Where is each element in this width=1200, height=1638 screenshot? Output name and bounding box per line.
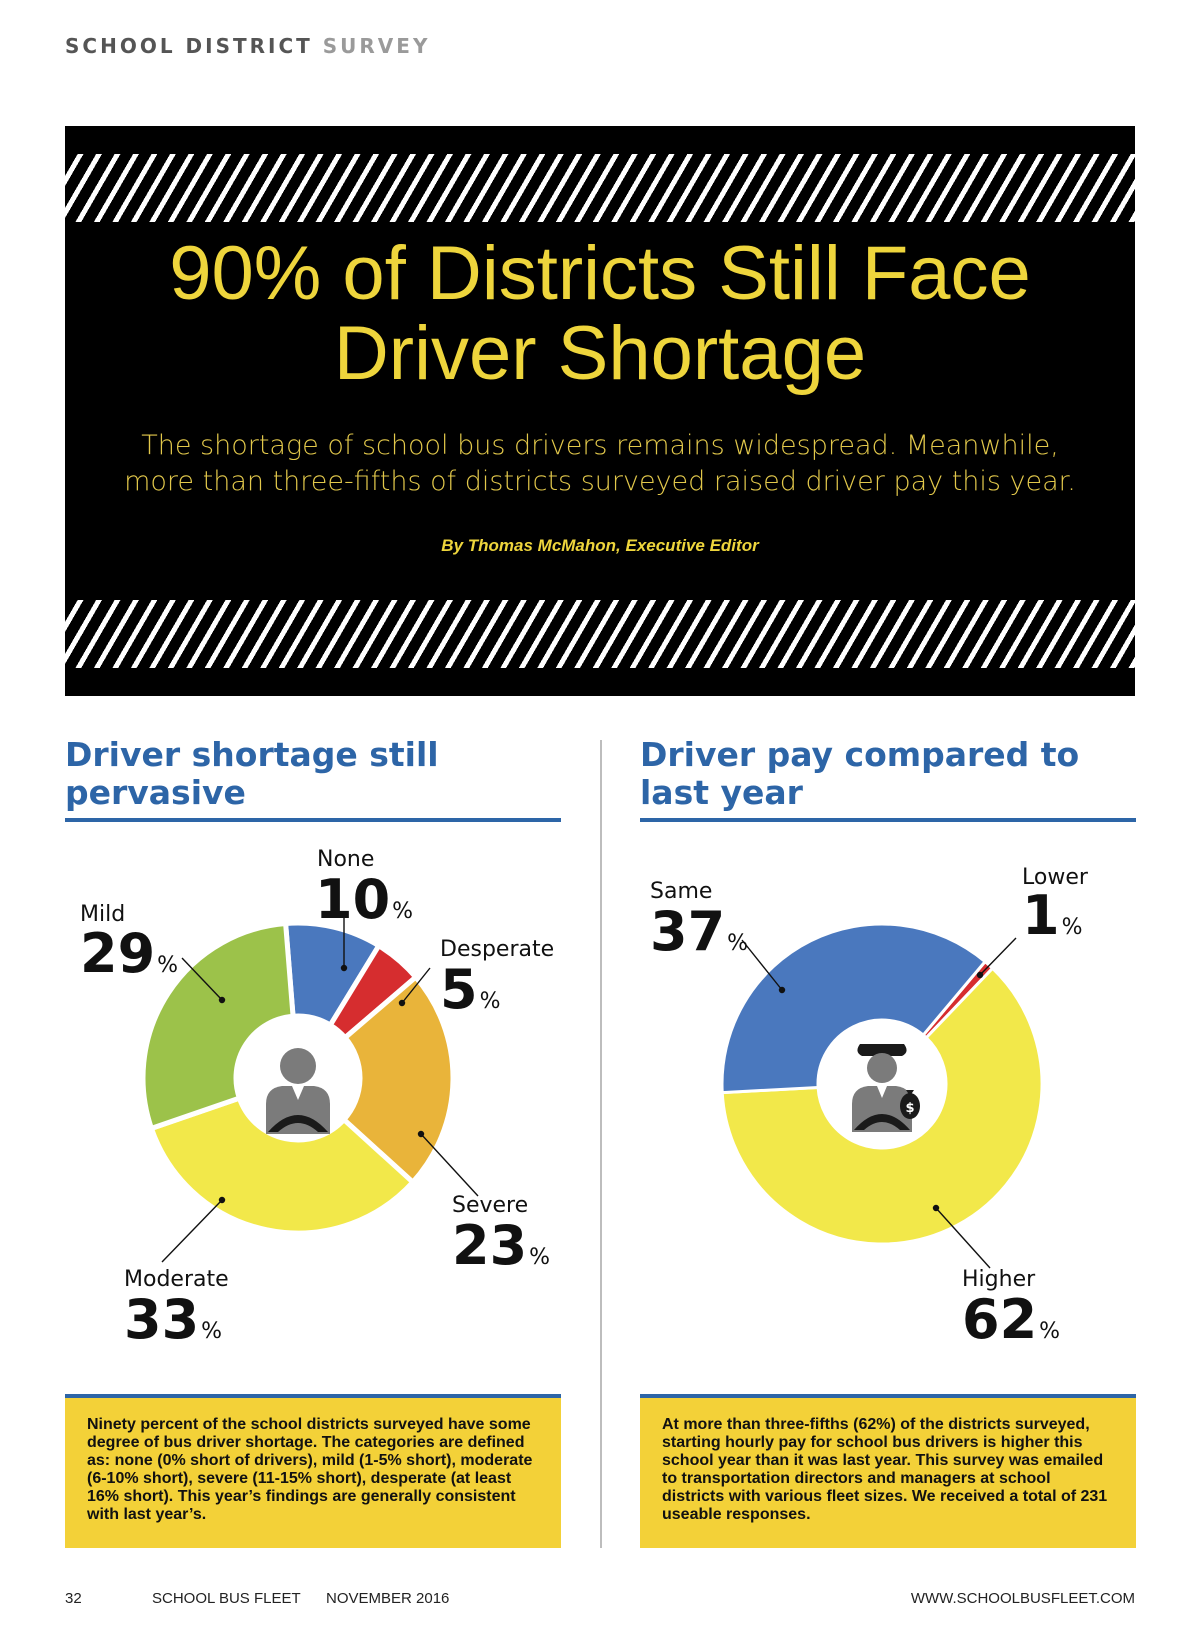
unit-none: % xyxy=(392,899,413,924)
label-moderate: Moderate 33% xyxy=(124,1267,229,1351)
headline-line1: 90% of Districts Still Face xyxy=(169,231,1031,316)
byline: By Thomas McMahon, Executive Editor xyxy=(441,536,759,555)
label-desperate-value: 5% xyxy=(440,958,500,1021)
unit-moderate: % xyxy=(201,1319,222,1344)
footer-issue: NOVEMBER 2016 xyxy=(326,1590,450,1607)
slice-moderate xyxy=(148,1094,417,1236)
label-mild-name: Mild xyxy=(80,902,125,927)
label-same: Same 37% xyxy=(650,879,748,963)
note-shortage: Ninety percent of the school districts s… xyxy=(65,1394,561,1548)
footer-website: WWW.SCHOOLBUSFLEET.COM xyxy=(910,1590,1135,1607)
driver-icon xyxy=(266,1048,330,1134)
footer-page-number: 32 xyxy=(65,1590,82,1607)
leader-lines-pay xyxy=(741,937,1017,1269)
value-higher: 62 xyxy=(962,1288,1037,1351)
slice-mild xyxy=(140,920,296,1132)
label-severe-name: Severe xyxy=(452,1193,528,1218)
footer-publication: SCHOOL BUS FLEET xyxy=(152,1590,301,1607)
label-none-name: None xyxy=(317,847,374,872)
value-mild: 29 xyxy=(80,922,155,985)
section-label: SCHOOL DISTRICT SURVEY xyxy=(65,34,430,58)
donut-chart-shortage xyxy=(140,920,456,1236)
label-lower: Lower 1% xyxy=(1022,865,1089,947)
label-same-value: 37% xyxy=(650,900,748,963)
slice-severe xyxy=(340,973,456,1186)
unit-desperate: % xyxy=(480,989,501,1014)
value-desperate: 5 xyxy=(440,958,478,1021)
subhead-line2: more than three-fifths of districts surv… xyxy=(124,466,1076,497)
slice-same xyxy=(720,922,988,1095)
label-lower-value: 1% xyxy=(1022,884,1082,947)
section-label-part1: SCHOOL DISTRICT xyxy=(65,34,313,58)
headline: 90% of Districts Still Face Driver Short… xyxy=(65,234,1135,394)
label-mild: Mild 29% xyxy=(80,902,178,985)
subhead-line1: The shortage of school bus drivers remai… xyxy=(141,430,1059,461)
label-severe: Severe 23% xyxy=(452,1193,550,1277)
label-moderate-value: 33% xyxy=(124,1288,222,1351)
unit-higher: % xyxy=(1039,1319,1060,1344)
unit-mild: % xyxy=(157,953,178,978)
chart-title-pay: Driver pay compared to last year xyxy=(640,736,1136,822)
subheadline: The shortage of school bus drivers remai… xyxy=(65,428,1135,500)
value-lower: 1 xyxy=(1022,884,1060,947)
note-pay: At more than three-fifths (62%) of the d… xyxy=(640,1394,1136,1548)
paid-driver-icon: $ xyxy=(852,1044,920,1132)
label-higher-value: 62% xyxy=(962,1288,1060,1351)
label-same-name: Same xyxy=(650,879,712,904)
label-higher-name: Higher xyxy=(962,1267,1036,1292)
label-moderate-name: Moderate xyxy=(124,1267,229,1292)
unit-same: % xyxy=(727,931,748,956)
value-moderate: 33 xyxy=(124,1288,199,1351)
value-same: 37 xyxy=(650,900,725,963)
label-higher: Higher 62% xyxy=(962,1267,1060,1351)
label-mild-value: 29% xyxy=(80,922,178,985)
chart-title-shortage: Driver shortage still pervasive xyxy=(65,736,561,822)
value-severe: 23 xyxy=(452,1214,527,1277)
hazard-stripes-top xyxy=(65,154,1135,222)
label-severe-value: 23% xyxy=(452,1214,550,1277)
slice-higher xyxy=(720,966,1044,1246)
unit-severe: % xyxy=(529,1245,550,1270)
section-label-part2: SURVEY xyxy=(322,34,431,58)
svg-text:$: $ xyxy=(905,1101,914,1116)
donut-chart-pay xyxy=(720,922,1044,1246)
leader-lines-shortage xyxy=(161,912,479,1263)
headline-banner: 90% of Districts Still Face Driver Short… xyxy=(65,126,1135,696)
label-lower-name: Lower xyxy=(1022,865,1089,890)
label-none: None 10% xyxy=(315,847,413,931)
headline-line2: Driver Shortage xyxy=(333,311,867,396)
label-desperate-name: Desperate xyxy=(440,937,554,962)
value-none: 10 xyxy=(315,868,390,931)
unit-lower: % xyxy=(1062,915,1083,940)
hazard-stripes-bottom xyxy=(65,600,1135,668)
label-desperate: Desperate 5% xyxy=(440,937,554,1021)
column-divider xyxy=(600,740,602,1548)
label-none-value: 10% xyxy=(315,868,413,931)
